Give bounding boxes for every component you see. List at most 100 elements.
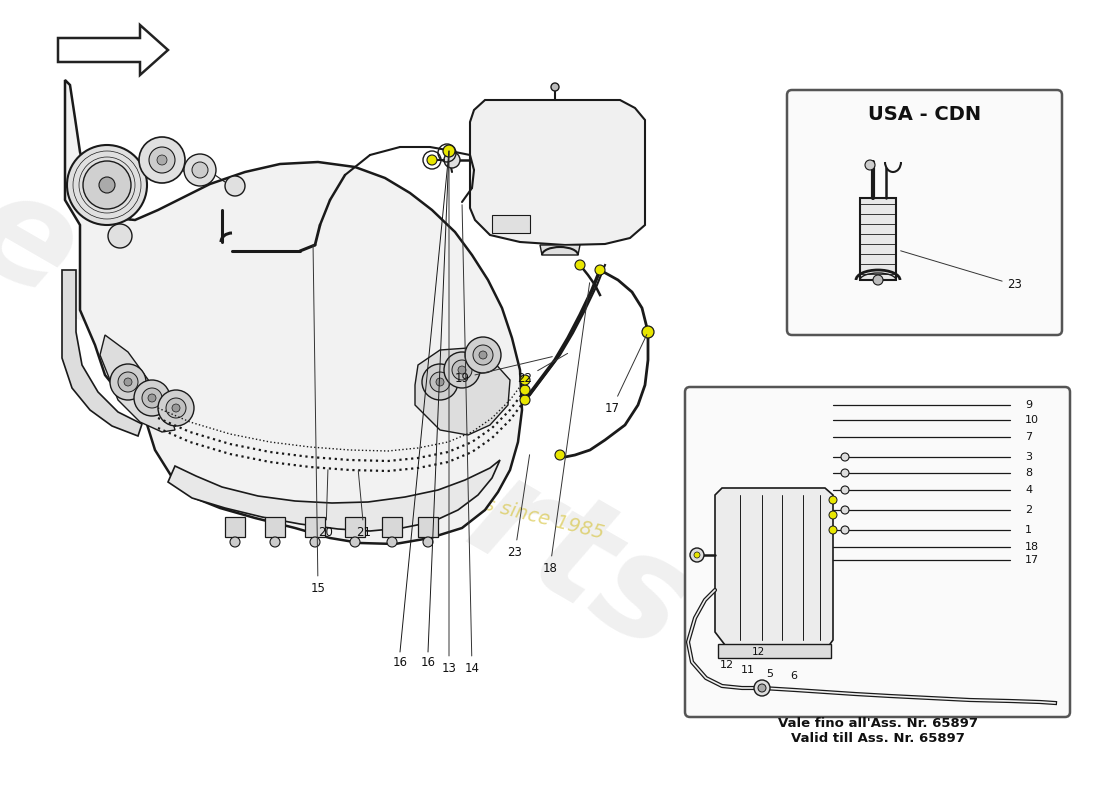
Circle shape bbox=[82, 161, 131, 209]
Text: 18: 18 bbox=[1025, 542, 1040, 552]
Circle shape bbox=[520, 375, 530, 385]
Text: 12: 12 bbox=[751, 647, 764, 657]
Text: 6: 6 bbox=[791, 671, 798, 681]
Circle shape bbox=[134, 380, 170, 416]
Circle shape bbox=[694, 552, 700, 558]
Circle shape bbox=[430, 372, 450, 392]
Text: 16: 16 bbox=[420, 655, 436, 669]
Bar bbox=[492, 215, 530, 233]
Circle shape bbox=[427, 155, 437, 165]
Circle shape bbox=[575, 260, 585, 270]
Text: 7: 7 bbox=[1025, 432, 1032, 442]
Circle shape bbox=[758, 684, 766, 692]
Circle shape bbox=[67, 145, 147, 225]
Circle shape bbox=[556, 450, 565, 460]
Text: 9: 9 bbox=[1025, 400, 1032, 410]
Bar bbox=[418, 517, 438, 537]
Circle shape bbox=[754, 680, 770, 696]
Circle shape bbox=[690, 548, 704, 562]
Circle shape bbox=[478, 351, 487, 359]
Circle shape bbox=[842, 486, 849, 494]
Circle shape bbox=[148, 147, 175, 173]
Circle shape bbox=[842, 453, 849, 461]
Polygon shape bbox=[470, 100, 645, 245]
Circle shape bbox=[158, 390, 194, 426]
Text: 4: 4 bbox=[1025, 485, 1032, 495]
Text: 21: 21 bbox=[356, 470, 372, 538]
Text: a passion for motor parts since 1985: a passion for motor parts since 1985 bbox=[253, 438, 606, 542]
Text: 22: 22 bbox=[517, 354, 568, 385]
Text: 16: 16 bbox=[393, 655, 407, 669]
Text: 1: 1 bbox=[1025, 525, 1032, 535]
Circle shape bbox=[184, 154, 216, 186]
Text: 5: 5 bbox=[767, 669, 773, 679]
Circle shape bbox=[520, 395, 530, 405]
Circle shape bbox=[310, 537, 320, 547]
Circle shape bbox=[829, 526, 837, 534]
FancyBboxPatch shape bbox=[786, 90, 1062, 335]
Text: 15: 15 bbox=[310, 245, 326, 594]
Circle shape bbox=[124, 378, 132, 386]
Polygon shape bbox=[100, 335, 175, 432]
Polygon shape bbox=[58, 25, 168, 75]
Text: 19: 19 bbox=[454, 357, 552, 385]
Circle shape bbox=[422, 364, 458, 400]
Text: USA - CDN: USA - CDN bbox=[868, 106, 981, 125]
Text: 17: 17 bbox=[605, 334, 647, 414]
Circle shape bbox=[829, 496, 837, 504]
Circle shape bbox=[458, 366, 466, 374]
Circle shape bbox=[842, 506, 849, 514]
Bar bbox=[226, 517, 245, 537]
Text: 13: 13 bbox=[441, 154, 456, 674]
Text: europarts: europarts bbox=[0, 158, 715, 682]
Circle shape bbox=[157, 155, 167, 165]
Circle shape bbox=[873, 275, 883, 285]
Circle shape bbox=[436, 378, 444, 386]
Text: 12: 12 bbox=[719, 660, 734, 670]
Circle shape bbox=[142, 388, 162, 408]
Text: Vale fino all'Ass. Nr. 65897
Valid till Ass. Nr. 65897: Vale fino all'Ass. Nr. 65897 Valid till … bbox=[778, 717, 978, 745]
Circle shape bbox=[139, 137, 185, 183]
Circle shape bbox=[108, 224, 132, 248]
Circle shape bbox=[387, 537, 397, 547]
Circle shape bbox=[865, 160, 874, 170]
Text: 23: 23 bbox=[901, 250, 1022, 291]
Bar bbox=[305, 517, 324, 537]
Circle shape bbox=[473, 345, 493, 365]
Text: 14: 14 bbox=[462, 205, 480, 674]
Text: 11: 11 bbox=[741, 665, 755, 675]
Polygon shape bbox=[168, 460, 500, 531]
Circle shape bbox=[520, 385, 530, 395]
Text: 8: 8 bbox=[1025, 468, 1032, 478]
Circle shape bbox=[270, 537, 280, 547]
Circle shape bbox=[595, 265, 605, 275]
Circle shape bbox=[842, 526, 849, 534]
Bar bbox=[265, 517, 285, 537]
Circle shape bbox=[465, 337, 501, 373]
Polygon shape bbox=[62, 270, 142, 436]
Circle shape bbox=[444, 152, 460, 168]
Text: 3: 3 bbox=[1025, 452, 1032, 462]
Circle shape bbox=[350, 537, 360, 547]
Bar bbox=[345, 517, 365, 537]
Circle shape bbox=[166, 398, 186, 418]
Polygon shape bbox=[415, 348, 510, 435]
Polygon shape bbox=[65, 80, 522, 544]
Circle shape bbox=[192, 162, 208, 178]
Circle shape bbox=[829, 511, 837, 519]
Polygon shape bbox=[715, 488, 833, 654]
Bar bbox=[382, 517, 402, 537]
Circle shape bbox=[424, 537, 433, 547]
Circle shape bbox=[148, 394, 156, 402]
Circle shape bbox=[226, 176, 245, 196]
Circle shape bbox=[110, 364, 146, 400]
Circle shape bbox=[230, 537, 240, 547]
Circle shape bbox=[172, 404, 180, 412]
Text: 18: 18 bbox=[542, 282, 590, 574]
Circle shape bbox=[443, 145, 455, 157]
Circle shape bbox=[118, 372, 138, 392]
Bar bbox=[860, 198, 896, 280]
FancyBboxPatch shape bbox=[685, 387, 1070, 717]
Circle shape bbox=[642, 326, 654, 338]
Circle shape bbox=[99, 177, 116, 193]
